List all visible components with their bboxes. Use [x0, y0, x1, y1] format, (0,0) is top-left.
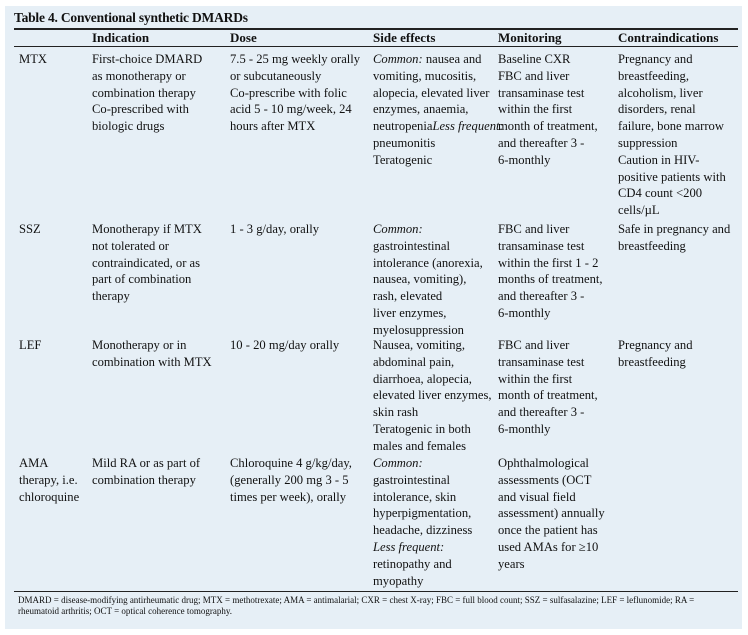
- side-effect-label: Common:: [373, 52, 423, 66]
- column-header: Contraindications: [618, 30, 719, 45]
- cell-drug: LEF: [19, 338, 42, 352]
- cell-contraindications: Pregnancy and breastfeeding, alcoholism,…: [618, 52, 726, 218]
- cell-contraindications: Pregnancy and breastfeeding: [618, 338, 693, 369]
- cell-monitoring: FBC and liver transaminase test within t…: [498, 338, 598, 436]
- cell-side-effects: Common: gastrointestinal intolerance (an…: [373, 221, 483, 339]
- cell-side-effects: Common: nausea and vomiting, mucositis, …: [373, 51, 504, 169]
- column-header: Dose: [230, 30, 257, 45]
- cell-monitoring: Baseline CXR FBC and liver transaminase …: [498, 52, 598, 167]
- table-panel: [5, 6, 742, 629]
- column-header: Indication: [92, 30, 150, 45]
- side-effect-label: Common:: [373, 222, 423, 236]
- table-title: Table 4. Conventional synthetic DMARDs: [14, 10, 248, 25]
- cell-drug: AMA therapy, i.e. chloroquine: [19, 456, 80, 504]
- cell-monitoring: Ophthalmological assessments (OCT and vi…: [498, 456, 605, 571]
- footnote: DMARD = disease-modifying antirheumatic …: [18, 595, 695, 616]
- side-effect-text: nausea and vomiting, mucositis, alopecia…: [373, 52, 490, 134]
- side-effect-label: Less frequent:: [373, 539, 445, 554]
- cell-dose: 1 - 3 g/day, orally: [230, 222, 320, 236]
- side-effect-text: gastrointestinal intolerance, skin hyper…: [373, 472, 473, 538]
- cell-dose: 10 - 20 mg/day orally: [230, 338, 340, 352]
- cell-drug: SSZ: [19, 222, 41, 236]
- cell-indication: Mild RA or as part of combination therap…: [92, 456, 201, 487]
- cell-dose: 7.5 - 25 mg weekly orally or subcutaneou…: [230, 52, 361, 134]
- side-effect-label: Common:: [373, 456, 423, 470]
- cell-side-effects: Nausea, vomiting, abdominal pain, diarrh…: [373, 337, 492, 455]
- side-effect-text: gastrointestinal intolerance (anorexia, …: [373, 238, 483, 337]
- column-header: Monitoring: [498, 30, 562, 45]
- side-effect-text: retinopathy and myopathy: [373, 556, 452, 588]
- side-effect-text: Nausea, vomiting, abdominal pain, diarrh…: [373, 338, 492, 453]
- side-effect-text: pneumonitis Teratogenic: [373, 135, 436, 167]
- cell-side-effects: Common: gastrointestinal intolerance, sk…: [373, 455, 472, 589]
- title-rule: [14, 28, 738, 30]
- cell-monitoring: FBC and liver transaminase test within t…: [498, 222, 603, 320]
- side-effect-label: Less frequent:: [432, 119, 504, 134]
- cell-contraindications: Safe in pregnancy and breastfeeding: [618, 222, 731, 253]
- cell-indication: Monotherapy or in combination with MTX: [92, 338, 212, 369]
- cell-dose: Chloroquine 4 g/kg/day, (generally 200 m…: [230, 456, 352, 504]
- cell-indication: First-choice DMARD as monotherapy or com…: [92, 52, 203, 134]
- header-rule: [14, 46, 738, 47]
- column-header: Side effects: [373, 30, 436, 45]
- cell-drug: MTX: [19, 52, 47, 66]
- bottom-rule: [14, 591, 738, 592]
- cell-indication: Monotherapy if MTX not tolerated or cont…: [92, 222, 202, 304]
